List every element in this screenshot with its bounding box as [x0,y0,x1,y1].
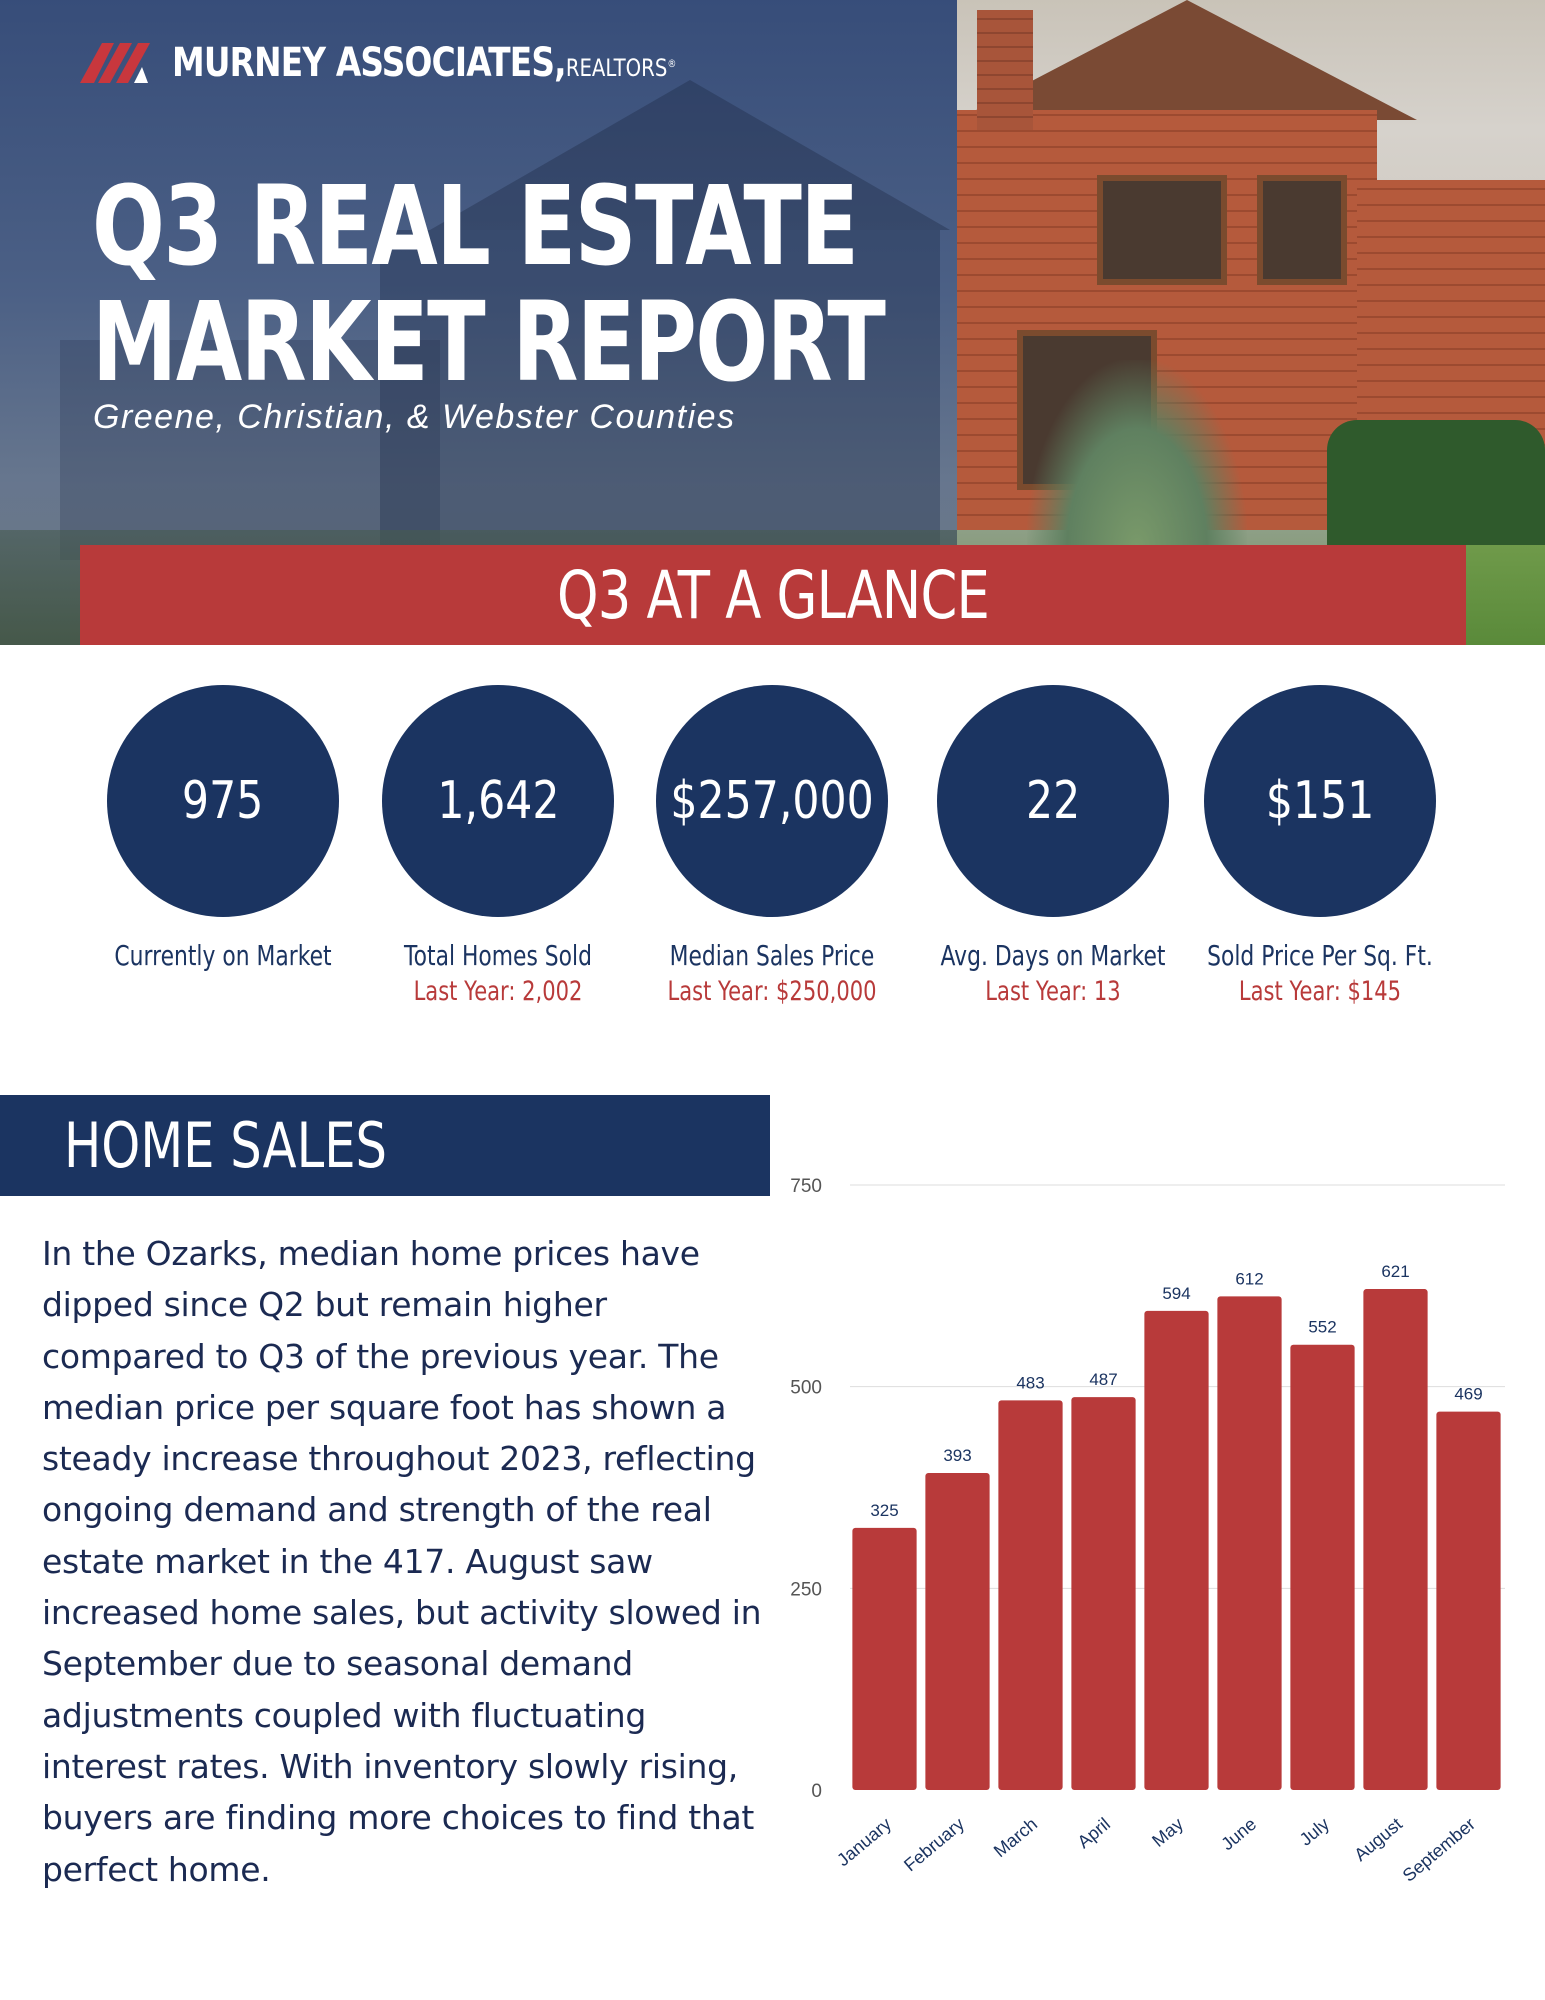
brick-house-roof [957,0,1417,120]
data-label: 487 [1089,1370,1117,1389]
stat-label: Total Homes Sold [404,939,592,972]
brand-name: MURNEY ASSOCIATES,REALTORS® [172,40,676,86]
stat-circle: 975 [107,685,339,917]
data-label: 621 [1381,1262,1409,1281]
report-title: Q3 REAL ESTATE MARKET REPORT [92,162,886,406]
report-title-line1: Q3 REAL ESTATE [92,162,859,290]
stat-last-year: Last Year: $250,000 [667,976,877,1007]
x-tick-label: September [1399,1814,1479,1886]
report-subtitle: Greene, Christian, & Webster Counties [93,398,736,436]
y-tick-label: 250 [790,1579,822,1600]
plant-shape [1027,360,1247,550]
house-window [1257,175,1347,285]
stat-last-year: Last Year: $145 [1238,976,1402,1007]
report-title-line2: MARKET REPORT [92,278,886,406]
stat-median-sales-price: $257,000 Median Sales Price Last Year: $… [622,685,922,1007]
brand-logo: MURNEY ASSOCIATES,REALTORS® [80,40,787,86]
stat-label: Avg. Days on Market [940,939,1166,972]
bar [1290,1344,1355,1790]
home-sales-body: In the Ozarks, median home prices have d… [42,1234,762,1889]
stat-label: Currently on Market [114,939,332,972]
y-tick-label: 750 [790,1176,822,1197]
home-sales-chart: 0 250 500 750 325 January 393 February 483 March 4… [770,1160,1530,1920]
stat-currently-on-market: 975 Currently on Market [73,685,373,976]
bar [998,1400,1063,1790]
x-tick-label: April [1074,1814,1114,1852]
bar [1436,1411,1501,1790]
bar [925,1472,990,1790]
data-label: 552 [1308,1318,1336,1337]
hero-banner: MURNEY ASSOCIATES,REALTORS® Q3 REAL ESTA… [0,0,1545,645]
x-tick-label: February [900,1814,968,1876]
house-wing-shape [60,340,440,560]
stat-value: 975 [182,771,264,831]
data-label: 612 [1235,1269,1263,1288]
house-wall-shape [380,230,940,560]
x-tick-label: June [1217,1814,1260,1854]
stat-last-year: Last Year: 2,002 [413,976,583,1007]
bar [1144,1310,1209,1790]
house-roof-shape [430,80,950,230]
stat-value: $257,000 [670,771,874,831]
stat-avg-days-on-market: 22 Avg. Days on Market Last Year: 13 [903,685,1203,1007]
home-sales-bar-chart: 0 250 500 750 325 January 393 February 483 March 4… [790,1176,1505,1886]
x-tick-label: August [1350,1814,1406,1865]
data-label: 393 [943,1446,971,1465]
x-tick-label: May [1148,1814,1187,1851]
bar [1071,1397,1136,1790]
brand-suffix: REALTORS® [566,54,677,82]
stat-value: 1,642 [436,771,560,831]
stat-circle: $151 [1204,685,1436,917]
glance-heading-banner: Q3 AT A GLANCE [80,545,1466,645]
glance-heading: Q3 AT A GLANCE [556,556,990,634]
data-label: 594 [1162,1284,1190,1303]
bar [1363,1289,1428,1790]
house-window [1097,175,1227,285]
bar [1217,1296,1282,1790]
bar [852,1527,917,1790]
chimney-shape [977,10,1033,130]
y-tick-label: 0 [811,1781,822,1802]
home-sales-heading-banner: HOME SALES [0,1095,770,1196]
stat-total-homes-sold: 1,642 Total Homes Sold Last Year: 2,002 [348,685,648,1007]
x-tick-label: January [833,1814,895,1870]
brand-suffix-text: REALTORS [565,54,668,82]
x-tick-label: March [990,1814,1041,1861]
data-label: 483 [1016,1373,1044,1392]
stat-label: Sold Price Per Sq. Ft. [1207,939,1433,972]
registered-mark: ® [667,57,677,70]
stat-value: 22 [1025,771,1081,831]
home-sales-heading: HOME SALES [64,1109,388,1182]
hedge-shape [1327,420,1545,550]
brick-house-wing [1357,180,1545,460]
brand-logo-mark-icon [80,43,150,83]
data-label: 469 [1454,1385,1482,1404]
brand-name-text: MURNEY ASSOCIATES, [172,40,567,86]
stat-price-per-sqft: $151 Sold Price Per Sq. Ft. Last Year: $… [1170,685,1470,1007]
stat-circle: 22 [937,685,1169,917]
stat-value: $151 [1265,771,1375,831]
stat-last-year: Last Year: 13 [985,976,1121,1007]
stat-circle: $257,000 [656,685,888,917]
y-tick-label: 500 [790,1378,822,1399]
stat-circle: 1,642 [382,685,614,917]
data-label: 325 [870,1501,898,1520]
x-tick-label: July [1296,1814,1333,1850]
stat-label: Median Sales Price [669,939,875,972]
